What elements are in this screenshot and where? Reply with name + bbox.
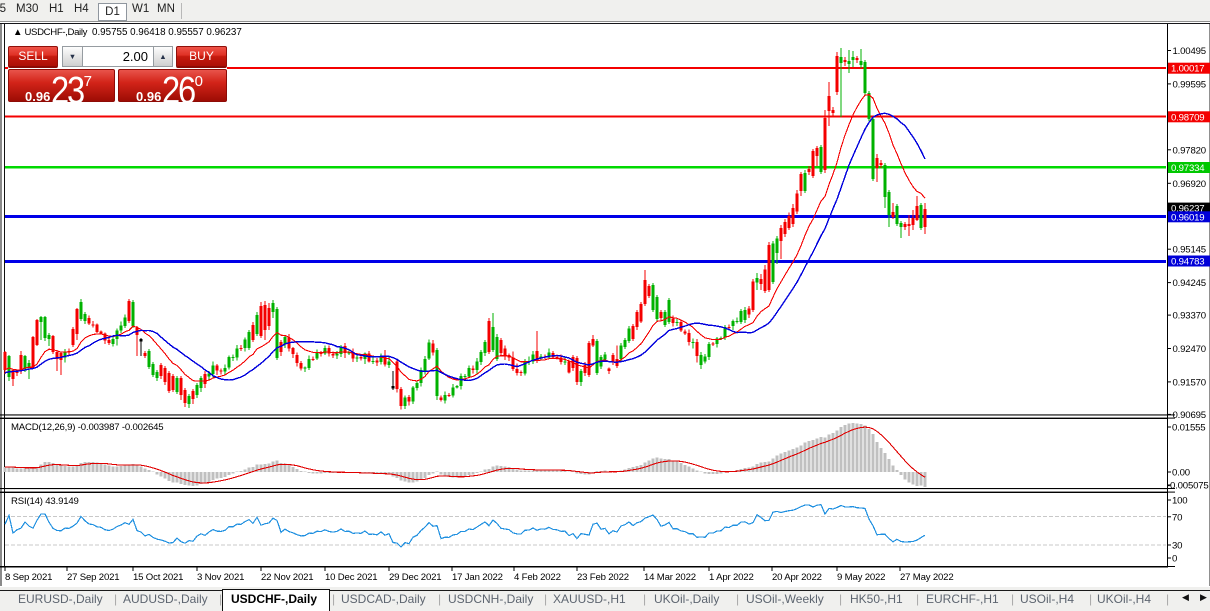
svg-text:9 May 2022: 9 May 2022 (837, 572, 885, 583)
svg-text:20 Apr 2022: 20 Apr 2022 (772, 572, 822, 583)
svg-text:0.96237: 0.96237 (1171, 204, 1204, 215)
svg-text:0.98709: 0.98709 (1171, 112, 1204, 123)
svg-text:0.00: 0.00 (1172, 468, 1190, 479)
svg-text:0.93370: 0.93370 (1173, 311, 1206, 322)
svg-text:0.91570: 0.91570 (1173, 377, 1206, 388)
svg-text:RSI(14) 43.9149: RSI(14) 43.9149 (11, 496, 79, 507)
svg-text:23 Feb 2022: 23 Feb 2022 (577, 572, 629, 583)
svg-text:0.99595: 0.99595 (1173, 79, 1206, 90)
svg-text:17 Jan 2022: 17 Jan 2022 (452, 572, 503, 583)
svg-text:0.90695: 0.90695 (1173, 410, 1206, 421)
svg-text:14 Mar 2022: 14 Mar 2022 (644, 572, 696, 583)
svg-text:MACD(12,26,9) -0.003987 -0.002: MACD(12,26,9) -0.003987 -0.002645 (11, 422, 163, 433)
svg-text:3 Nov 2021: 3 Nov 2021 (197, 572, 244, 583)
svg-text:0.97820: 0.97820 (1173, 145, 1206, 156)
svg-text:15 Oct 2021: 15 Oct 2021 (133, 572, 183, 583)
svg-text:27 May 2022: 27 May 2022 (900, 572, 954, 583)
svg-text:0.92470: 0.92470 (1173, 344, 1206, 355)
svg-text:29 Dec 2021: 29 Dec 2021 (389, 572, 441, 583)
svg-text:0.95145: 0.95145 (1173, 245, 1206, 256)
svg-text:-0.005075: -0.005075 (1167, 481, 1209, 492)
svg-text:1 Apr 2022: 1 Apr 2022 (709, 572, 754, 583)
svg-text:10 Dec 2021: 10 Dec 2021 (325, 572, 377, 583)
svg-text:70: 70 (1172, 512, 1182, 523)
svg-text:30: 30 (1172, 541, 1182, 552)
svg-text:27 Sep 2021: 27 Sep 2021 (67, 572, 119, 583)
svg-text:4 Feb 2022: 4 Feb 2022 (514, 572, 561, 583)
svg-text:22 Nov 2021: 22 Nov 2021 (261, 572, 313, 583)
svg-text:0: 0 (1172, 554, 1177, 565)
svg-text:1.00495: 1.00495 (1173, 46, 1206, 57)
svg-text:0.01555: 0.01555 (1172, 423, 1205, 434)
svg-text:1.00017: 1.00017 (1171, 64, 1204, 75)
svg-text:8 Sep 2021: 8 Sep 2021 (5, 572, 52, 583)
svg-text:100: 100 (1172, 496, 1187, 507)
svg-text:0.96920: 0.96920 (1173, 179, 1206, 190)
svg-text:0.94783: 0.94783 (1171, 257, 1204, 268)
svg-text:0.96019: 0.96019 (1171, 212, 1204, 223)
svg-text:0.97334: 0.97334 (1171, 163, 1205, 174)
svg-text:0.94245: 0.94245 (1173, 278, 1206, 289)
